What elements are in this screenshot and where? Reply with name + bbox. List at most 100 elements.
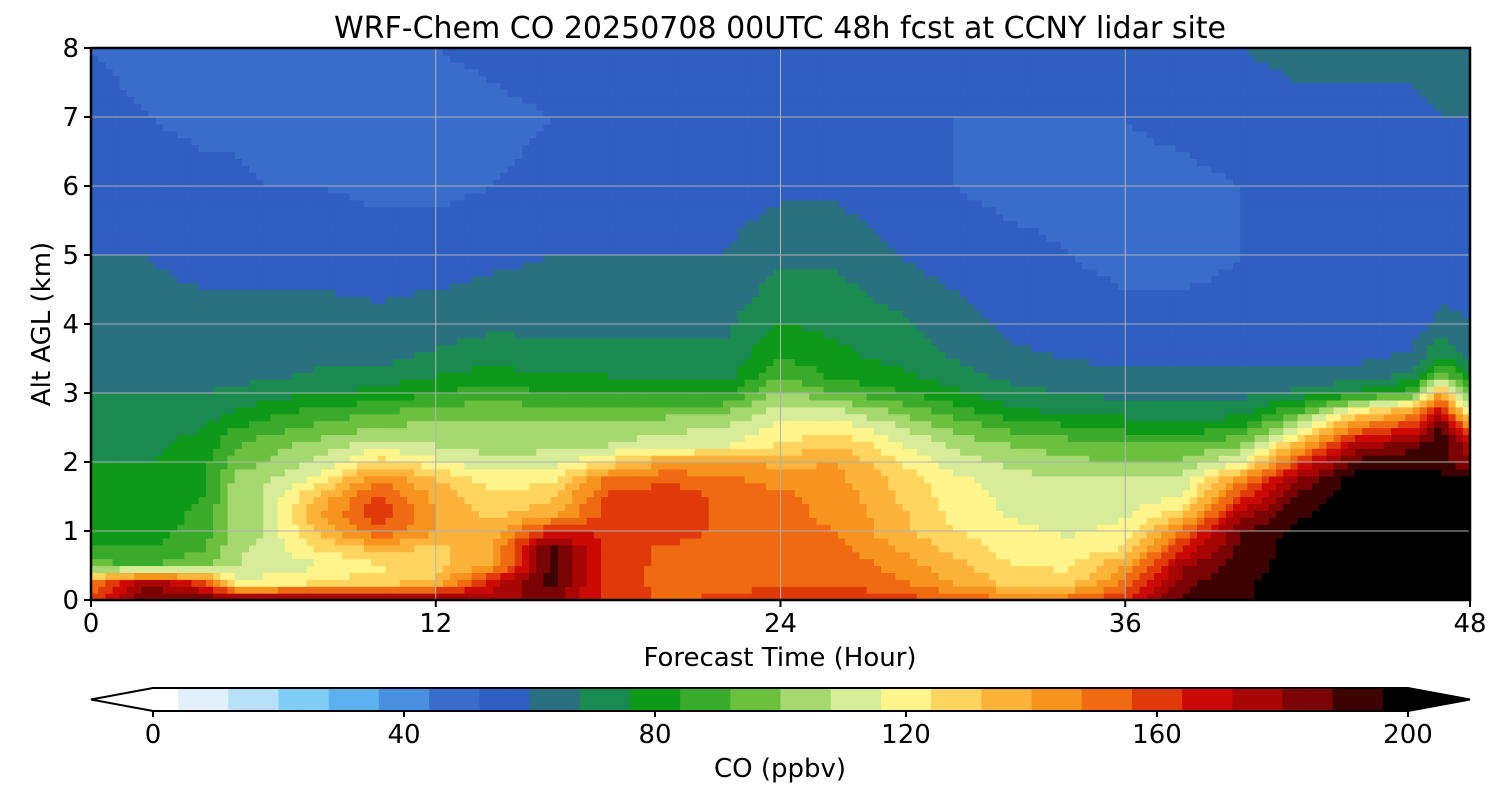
heatmap-cell [148,558,157,567]
heatmap-cell [414,572,422,580]
heatmap-cell [241,420,250,429]
heatmap-cell [1283,517,1292,525]
heatmap-cell [938,475,947,484]
heatmap-cell [730,544,739,553]
heatmap-cell [1046,510,1055,518]
heatmap-cell [1412,558,1421,567]
heatmap-cell [1211,468,1220,477]
heatmap-cell [134,537,142,546]
heatmap-cell [170,496,178,504]
heatmap-cell [730,593,739,600]
heatmap-cell [1426,586,1435,594]
heatmap-cell [1197,537,1205,546]
heatmap-cell [1067,558,1076,567]
heatmap-cell [1139,420,1148,429]
heatmap-cell [442,462,451,470]
heatmap-cell [802,531,810,539]
heatmap-cell [1419,510,1428,518]
heatmap-cell [457,441,466,449]
heatmap-cell [1376,531,1385,539]
heatmap-cell [356,489,365,498]
heatmap-cell [98,468,106,477]
heatmap-cell [572,537,580,546]
heatmap-cell [751,544,760,553]
heatmap-cell [1067,489,1076,498]
heatmap-cell [342,420,351,429]
heatmap-cell [1204,455,1213,463]
heatmap-cell [1132,448,1141,456]
heatmap-cell [931,572,940,580]
heatmap-cell [500,572,509,580]
heatmap-cell [1333,593,1342,600]
heatmap-cell [787,420,796,429]
heatmap-cell [866,489,875,498]
heatmap-cell [687,572,695,580]
heatmap-cell [1276,510,1284,518]
heatmap-cell [1089,489,1098,498]
heatmap-cell [1074,503,1083,511]
heatmap-cell [787,434,796,442]
heatmap-cell [1383,572,1392,580]
heatmap-cell [98,517,106,525]
heatmap-cell [284,544,293,553]
heatmap-cell [493,448,501,456]
heatmap-cell [967,565,976,573]
heatmap-cell [313,593,322,600]
heatmap-cell [428,462,437,470]
heatmap-cell [256,455,264,463]
heatmap-cell [787,503,796,511]
heatmap-cell [1311,434,1320,442]
heatmap-cell [651,565,660,573]
heatmap-cell [91,551,99,560]
heatmap-cell [859,579,868,587]
heatmap-cell [378,482,387,491]
heatmap-cell [873,503,882,511]
heatmap-cell [1118,482,1126,491]
heatmap-cell [543,503,552,511]
heatmap-cell [270,462,279,470]
heatmap-cell [234,586,243,594]
heatmap-cell [277,448,286,456]
heatmap-cell [1283,468,1292,477]
heatmap-cell [1204,420,1213,429]
heatmap-cell [227,434,236,442]
heatmap-cell [644,537,652,546]
heatmap-cell [687,475,695,484]
heatmap-cell [809,531,818,539]
heatmap-cell [119,551,128,560]
heatmap-cell [263,489,272,498]
heatmap-cell [758,503,767,511]
heatmap-cell [1189,503,1198,511]
heatmap-cell [1268,572,1277,580]
heatmap-cell [220,475,229,484]
heatmap-cell [148,462,157,470]
heatmap-cell [665,468,674,477]
heatmap-cell [1053,496,1062,504]
heatmap-cell [586,475,595,484]
heatmap-cell [220,455,229,463]
heatmap-cell [356,551,365,560]
heatmap-cell [758,565,767,573]
heatmap-cell [744,475,753,484]
heatmap-cell [1060,517,1069,525]
heatmap-cell [679,517,688,525]
heatmap-cell [1455,503,1464,511]
heatmap-cell [708,496,717,504]
heatmap-cell [1118,420,1126,429]
heatmap-cell [335,531,343,539]
heatmap-cell [1053,427,1062,435]
heatmap-cell [1290,455,1299,463]
heatmap-cell [249,586,257,594]
heatmap-cell [184,441,193,449]
heatmap-cell [974,510,983,518]
heatmap-cell [1218,593,1227,600]
heatmap-cell [500,503,509,511]
heatmap-cell [974,489,983,498]
heatmap-cell [629,593,638,600]
heatmap-cell [694,455,703,463]
heatmap-cell [521,503,530,511]
heatmap-cell [1390,448,1399,456]
heatmap-cell [679,531,688,539]
heatmap-cell [902,544,911,553]
heatmap-cell [1290,586,1299,594]
